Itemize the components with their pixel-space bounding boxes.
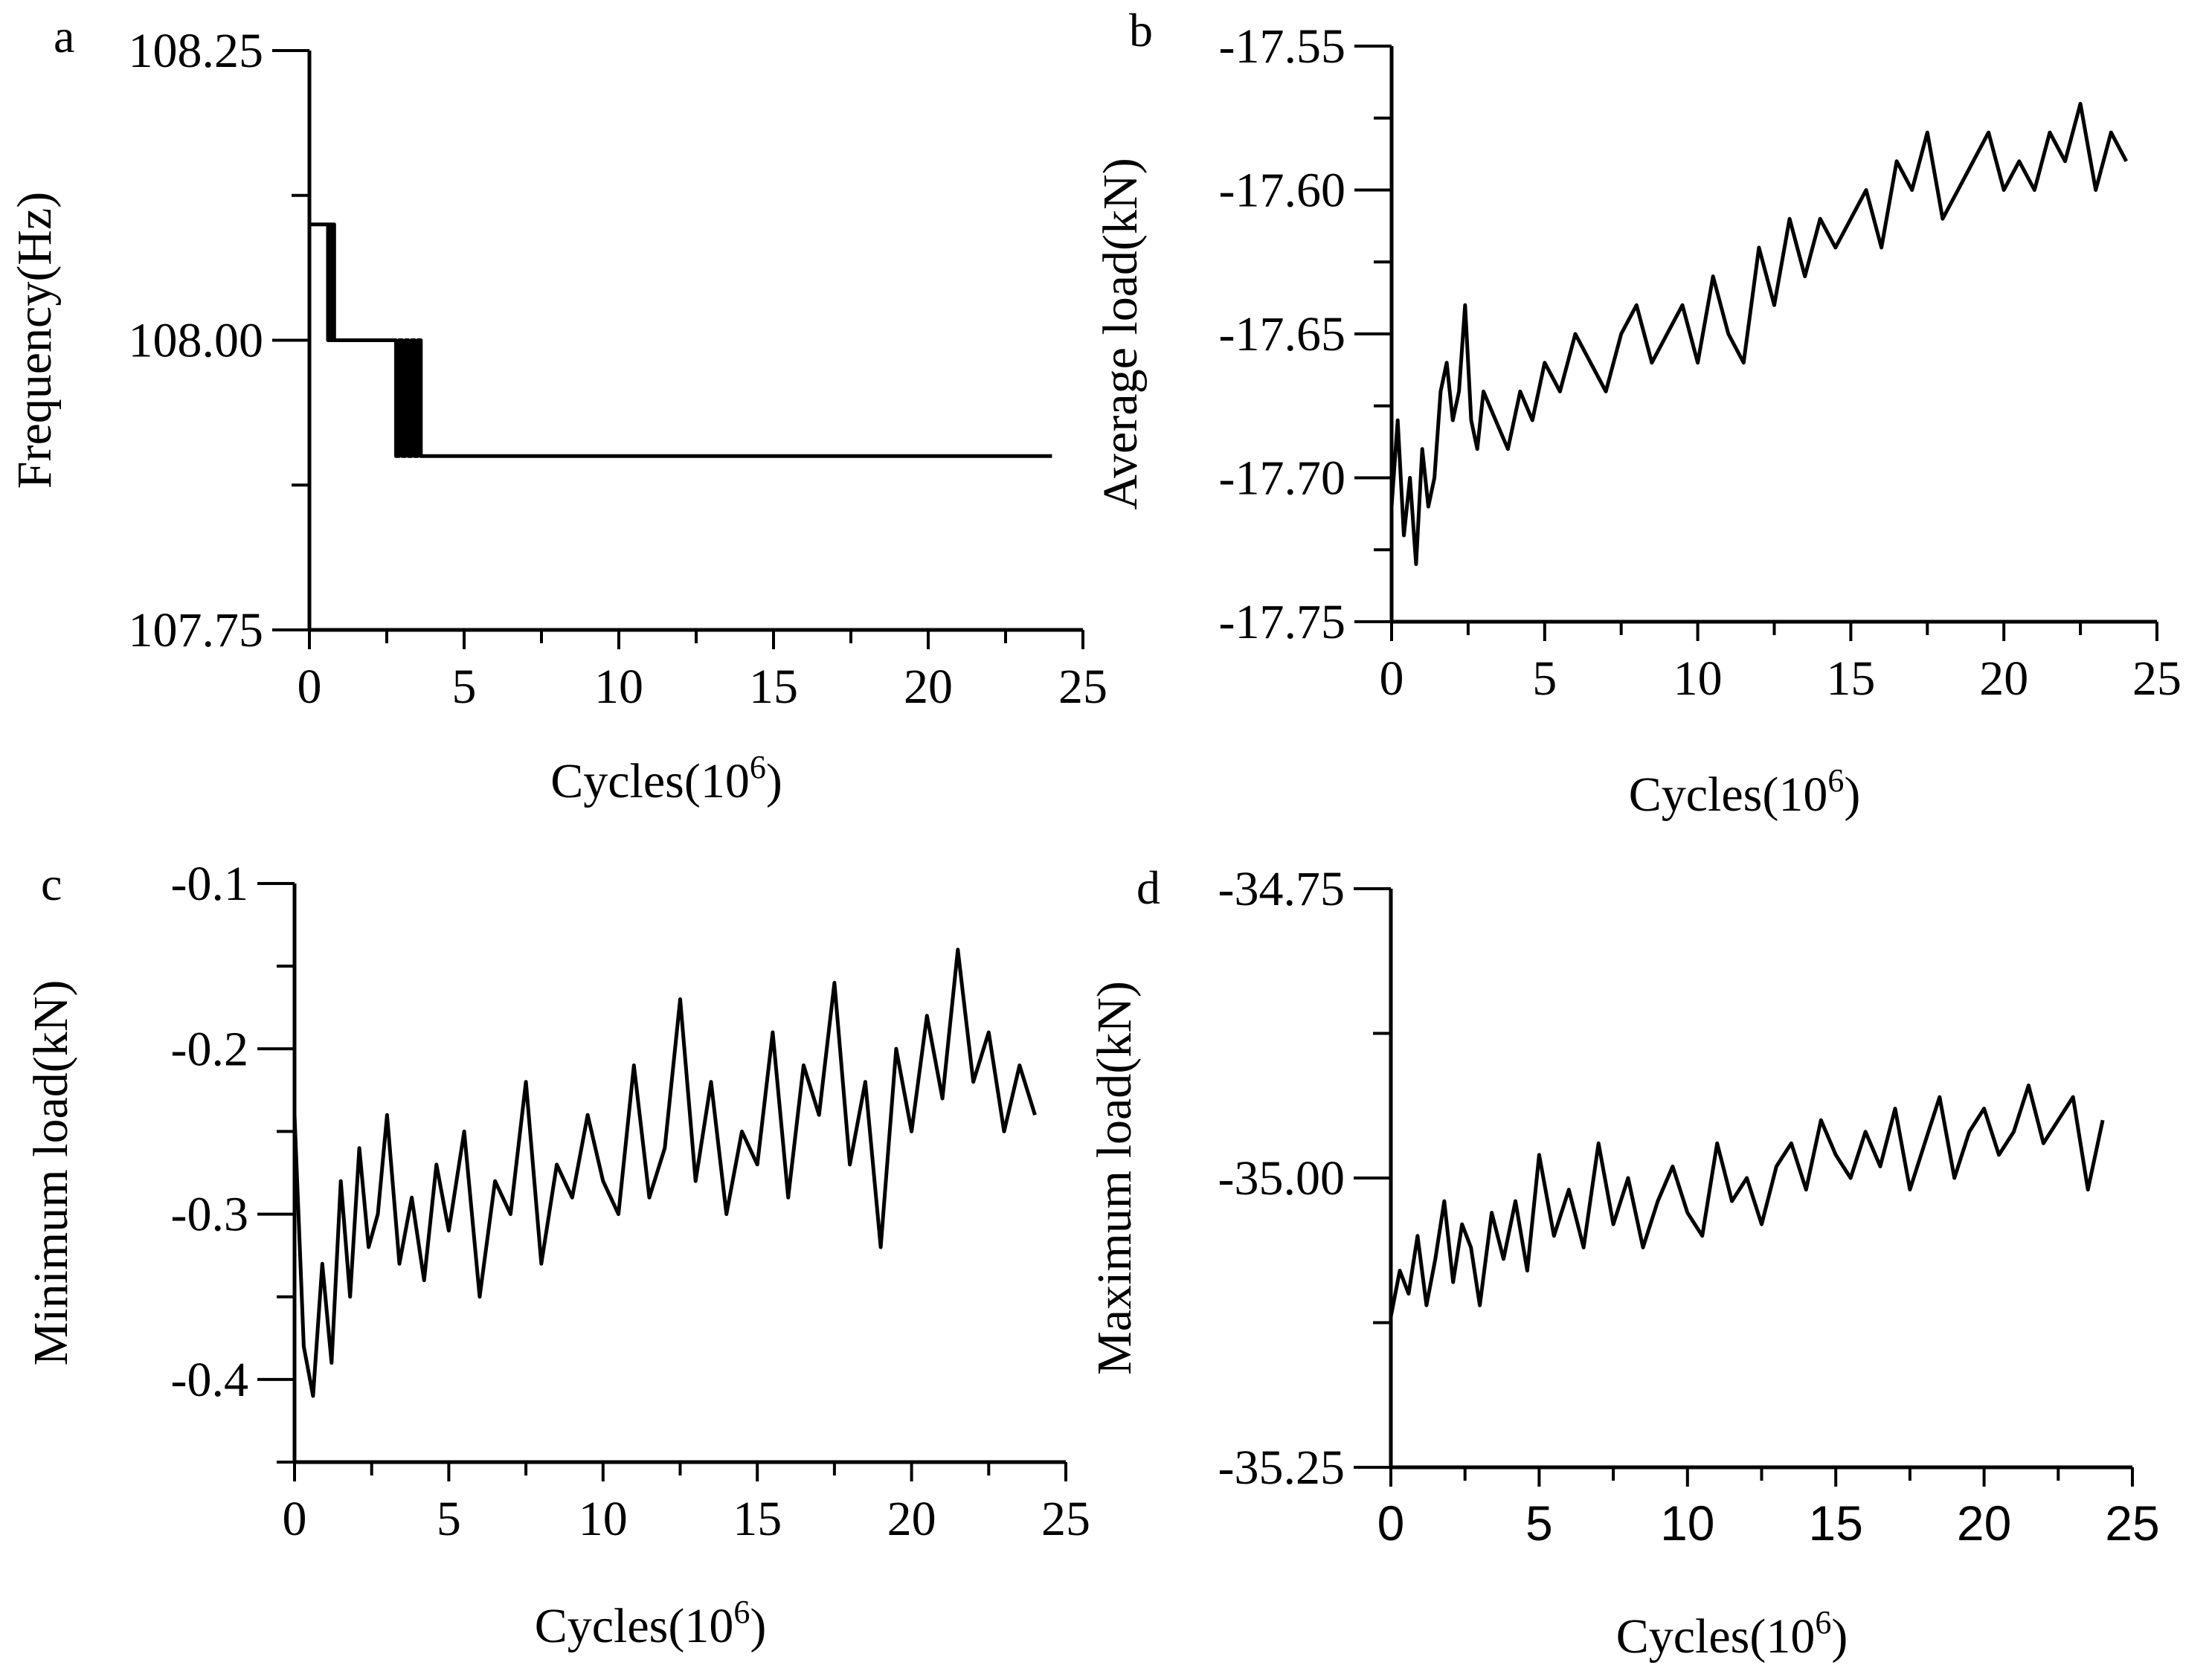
x-tick-label: 5	[1532, 651, 1557, 706]
x-tick-label: 25	[2132, 651, 2181, 706]
x-tick-label: 15	[1826, 651, 1875, 706]
x-axis-label: Cycles(106)	[535, 1594, 767, 1653]
x-tick-label: 0	[298, 660, 322, 714]
panel-b: b 0 5 10 15 20 25 -17.55 -17.60 -17.65 -17.70 -17.7…	[1093, 4, 2181, 822]
x-tick-label: 10	[1660, 1496, 1714, 1551]
y-axis-label: Minimum load(kN)	[24, 980, 78, 1366]
y-axis-label: Maximum load(kN)	[1087, 981, 1142, 1375]
x-tick-label: 20	[1957, 1496, 2011, 1551]
x-tick-label: 25	[2105, 1496, 2159, 1551]
y-tick-label: 107.75	[129, 603, 264, 657]
x-tick-label: 10	[594, 660, 643, 714]
panel-label: a	[54, 10, 74, 62]
x-axis-label: Cycles(106)	[1616, 1604, 1848, 1664]
x-tick-label: 20	[904, 660, 953, 714]
y-tick-label: -17.65	[1219, 307, 1345, 361]
y-tick-label: -35.00	[1218, 1151, 1345, 1206]
y-tick-label: -0.4	[171, 1353, 248, 1407]
panel-d: d 0 5 10 15 20 25 -34.75 -35.00 -35.25 Maximum loa…	[1087, 861, 2160, 1664]
x-axis-label: Cycles(106)	[550, 749, 782, 808]
series-line	[309, 222, 1052, 458]
x-tick-label: 5	[452, 660, 477, 714]
y-tick-label: -0.2	[171, 1022, 248, 1076]
series-line	[1389, 1084, 2105, 1318]
x-tick-label: 15	[1808, 1496, 1862, 1551]
x-tick-label: 20	[887, 1492, 936, 1546]
panel-a: a 0 5 10 15 20 25 107.75 108.00 108.25 Frequency(H…	[7, 10, 1107, 808]
panel-label: b	[1129, 4, 1153, 57]
x-tick-label: 5	[437, 1492, 461, 1546]
y-tick-label: 108.00	[129, 314, 264, 368]
x-tick-label: 0	[1380, 651, 1404, 706]
x-tick-label: 20	[1979, 651, 2028, 706]
y-tick-label: -0.1	[171, 857, 248, 911]
panel-label: d	[1136, 861, 1160, 914]
y-tick-label: -17.60	[1219, 164, 1345, 218]
x-tick-label: 10	[579, 1492, 628, 1546]
x-tick-label: 10	[1673, 651, 1723, 706]
y-axis-label: Average load(kN)	[1093, 158, 1148, 509]
x-tick-label: 15	[749, 660, 798, 714]
panel-c: c 0 5 10 15 20 25 -0.1 -0.2 -0.3 -0.4 Minimum load(…	[24, 857, 1090, 1653]
panel-label: c	[41, 857, 62, 910]
x-tick-label: 0	[1377, 1496, 1405, 1551]
y-tick-label: -17.75	[1219, 595, 1345, 649]
x-tick-label: 25	[1058, 660, 1107, 714]
y-axis-label: Frequency(Hz)	[7, 192, 62, 489]
y-tick-label: -0.3	[171, 1188, 248, 1242]
x-tick-label: 0	[283, 1492, 307, 1546]
x-tick-label: 15	[733, 1492, 782, 1546]
x-tick-label: 5	[1525, 1496, 1553, 1551]
x-tick-label: 25	[1041, 1492, 1090, 1546]
y-tick-label: -34.75	[1218, 862, 1345, 916]
y-tick-label: -17.70	[1219, 451, 1345, 506]
y-tick-label: 108.25	[129, 24, 264, 78]
y-tick-label: -17.55	[1219, 19, 1345, 74]
x-axis-label: Cycles(106)	[1629, 762, 1861, 822]
series-line	[292, 947, 1037, 1398]
series-line	[1389, 101, 2129, 567]
y-tick-label: -35.25	[1218, 1441, 1345, 1495]
